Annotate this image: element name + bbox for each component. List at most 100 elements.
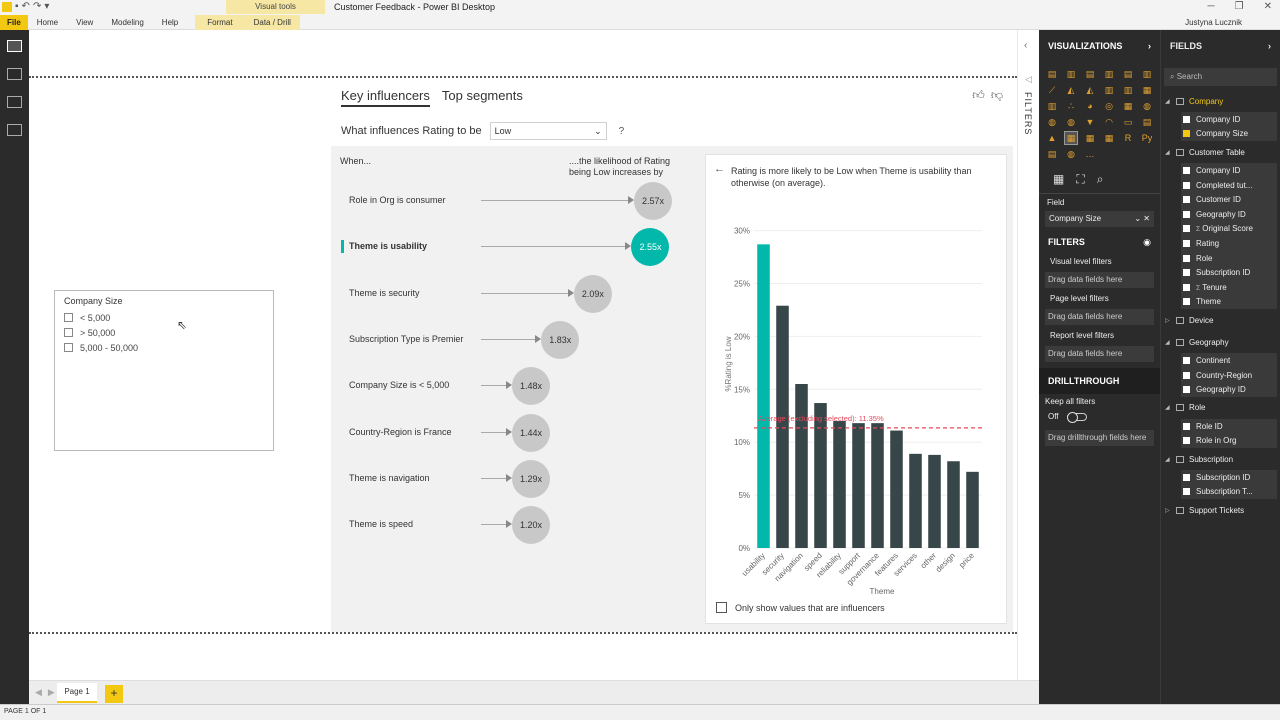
field-checkbox[interactable] [1183, 269, 1190, 277]
filled-map-icon[interactable]: ◍ [1048, 117, 1056, 127]
field-item[interactable]: Customer ID [1181, 192, 1277, 207]
checkbox[interactable] [64, 313, 73, 322]
field-item[interactable]: Company ID [1181, 112, 1277, 127]
kpi-icon[interactable]: ▲ [1047, 133, 1057, 143]
minimize-icon[interactable]: ─ [1207, 1, 1215, 12]
report-view-icon[interactable] [7, 40, 22, 52]
page-tab[interactable]: Page 1 [57, 683, 97, 703]
influencer-bubble[interactable]: 2.55x [631, 228, 670, 267]
tab-home[interactable]: Home [36, 18, 59, 27]
save-icon[interactable]: ▪ [15, 1, 19, 12]
line-stacked-column-icon[interactable]: ▥ [1123, 85, 1133, 95]
influencer-bubble[interactable]: 1.29x [512, 459, 550, 498]
ribbon-chart-icon[interactable]: ▦ [1142, 85, 1152, 95]
checkbox[interactable] [716, 602, 727, 613]
field-checkbox[interactable] [1183, 210, 1190, 218]
add-page-button[interactable]: + [105, 685, 123, 703]
help-icon[interactable]: ? [618, 125, 625, 137]
close-icon[interactable]: ✕ [1263, 1, 1272, 12]
field-table[interactable]: ▷ Support Tickets [1161, 499, 1280, 521]
key-influencers-visual[interactable]: Key influencers Top segments 👍︎ 👎︎ What … [331, 82, 1013, 632]
stacked-column-icon[interactable]: ▥ [1066, 69, 1076, 79]
field-checkbox[interactable] [1183, 225, 1190, 233]
filters-strip[interactable]: ‹ ◁ FILTERS [1017, 30, 1039, 680]
influencer-bubble[interactable]: 2.57x [634, 182, 672, 220]
field-item[interactable]: Geography ID [1181, 382, 1277, 397]
field-item[interactable]: Company Size [1181, 126, 1277, 142]
field-item[interactable]: Role in Org [1181, 433, 1277, 449]
company-size-slicer[interactable]: Company Size < 5,000 > 50,000 5,000 - 50… [54, 290, 274, 451]
field-checkbox[interactable] [1183, 181, 1190, 189]
influencer-row[interactable]: Theme is navigation 1.29x [331, 458, 703, 504]
shape-map-icon[interactable]: ◍ [1067, 117, 1075, 127]
field-checkbox[interactable] [1183, 239, 1190, 247]
field-table[interactable]: ◢ Geography [1161, 331, 1280, 353]
line-column-icon[interactable]: ▥ [1104, 85, 1114, 95]
field-item[interactable]: Geography ID [1181, 206, 1277, 222]
tab-view[interactable]: View [76, 18, 94, 27]
influencer-row[interactable]: Theme is speed 1.20x [331, 504, 703, 550]
field-item[interactable]: Subscription T... [1181, 484, 1277, 500]
field-item[interactable]: Theme [1181, 294, 1277, 310]
expand-down-icon[interactable]: ◢ [1165, 339, 1170, 346]
chevron-left-icon[interactable]: ‹ [1024, 40, 1028, 51]
slicer-icon[interactable]: ▤ [1047, 149, 1057, 159]
field-item[interactable]: Subscription ID [1181, 470, 1277, 485]
expand-right-icon[interactable]: ▷ [1165, 317, 1170, 324]
expand-down-icon[interactable]: ◢ [1165, 149, 1170, 156]
field-checkbox[interactable] [1183, 488, 1190, 496]
fields-well-icon[interactable]: ▦ [1053, 172, 1065, 186]
line-chart-icon[interactable]: ⟋ [1048, 85, 1056, 95]
r-visual-icon[interactable]: R [1124, 133, 1132, 143]
field-checkbox[interactable] [1183, 196, 1190, 204]
chevron-right-icon[interactable]: › [1148, 41, 1151, 51]
expand-down-icon[interactable]: ◢ [1165, 456, 1170, 463]
field-checkbox[interactable] [1183, 473, 1190, 481]
remove-field-icon[interactable]: ⌄ ✕ [1134, 214, 1150, 223]
field-item[interactable]: Subscription ID [1181, 265, 1277, 280]
field-well-value[interactable]: Company Size ⌄ ✕ [1045, 211, 1154, 227]
influencer-row[interactable]: Country-Region is France 1.44x [331, 412, 703, 458]
fields-search-input[interactable]: ⌕ Search [1164, 68, 1277, 86]
stacked-area-icon[interactable]: ◭ [1086, 85, 1094, 95]
checkbox[interactable] [64, 328, 73, 337]
thumbs-down-icon[interactable]: 👎︎ [990, 88, 1003, 102]
influencer-bubble[interactable]: 1.20x [512, 506, 550, 545]
tab-format[interactable]: Format [195, 15, 245, 30]
data-view-icon[interactable] [7, 68, 22, 80]
treemap-icon[interactable]: ▦ [1123, 101, 1133, 111]
field-checkbox[interactable] [1183, 166, 1190, 174]
funnel-icon[interactable]: ▼ [1085, 117, 1095, 127]
only-show-influencers-toggle[interactable]: Only show values that are influencers [716, 602, 885, 613]
field-checkbox[interactable] [1183, 422, 1190, 430]
stacked-bar-icon[interactable]: ▤ [1047, 69, 1057, 79]
field-checkbox[interactable] [1183, 356, 1190, 364]
more-visuals-icon[interactable]: … [1085, 149, 1095, 159]
chevron-right-icon[interactable]: › [1268, 41, 1271, 51]
influencer-row[interactable]: Subscription Type is Premier 1.83x [331, 319, 703, 365]
field-item[interactable]: Σ Original Score [1181, 221, 1277, 237]
expand-right-icon[interactable]: ▷ [1165, 507, 1170, 514]
multirow-card-icon[interactable]: ▤ [1142, 117, 1152, 127]
tab-data-drill[interactable]: Data / Drill [244, 15, 300, 30]
field-table[interactable]: ▷ Device [1161, 309, 1280, 331]
field-item[interactable]: Completed tut... [1181, 177, 1277, 193]
column-100-icon[interactable]: ▥ [1142, 69, 1152, 79]
back-arrow-icon[interactable]: ← [714, 163, 725, 175]
map-icon[interactable]: ◍ [1143, 101, 1151, 111]
visual-filter-drop-zone[interactable]: Drag data fields here [1045, 272, 1154, 288]
thumbs-up-icon[interactable]: 👍︎ [972, 88, 985, 102]
clustered-bar-icon[interactable]: ▤ [1085, 69, 1095, 79]
field-item[interactable]: Role ID [1181, 418, 1277, 434]
influencer-row[interactable]: Theme is usability 2.55x [331, 226, 703, 272]
checkbox[interactable] [64, 343, 73, 352]
field-checkbox[interactable] [1183, 298, 1190, 306]
field-checkbox[interactable] [1183, 130, 1190, 138]
globe-icon[interactable]: ◍ [1067, 149, 1075, 159]
next-page-icon[interactable]: ▶ [47, 687, 55, 697]
tab-top-segments[interactable]: Top segments [441, 88, 523, 103]
area-chart-icon[interactable]: ◭ [1067, 85, 1075, 95]
field-table[interactable]: ◢ Subscription [1161, 448, 1280, 470]
field-item[interactable]: Σ Tenure [1181, 279, 1277, 295]
field-table[interactable]: ◢ Customer Table [1161, 141, 1280, 163]
